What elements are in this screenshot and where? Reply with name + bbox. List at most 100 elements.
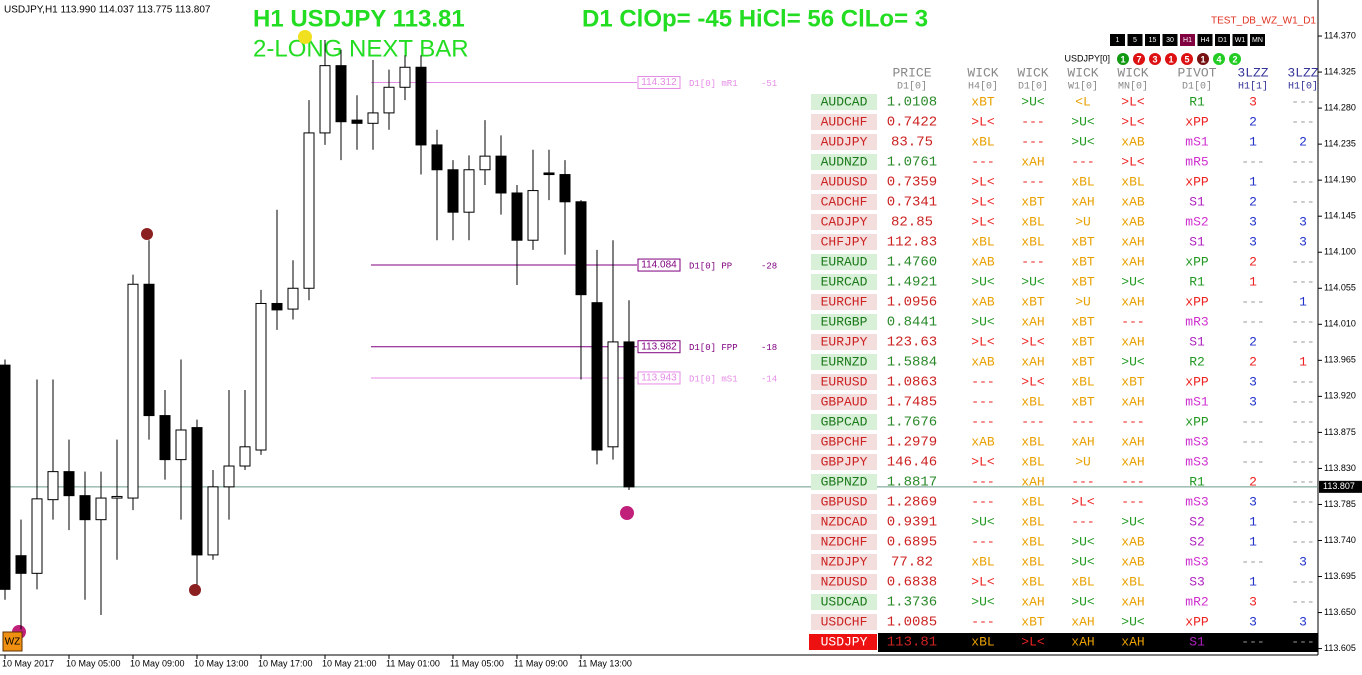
level-delta: -28 [761, 261, 777, 271]
symbol-box[interactable] [811, 274, 877, 290]
timeframe-button[interactable] [1110, 34, 1125, 46]
cell: >U [1075, 294, 1091, 309]
symbol-box[interactable] [811, 414, 877, 430]
symbol-box[interactable] [811, 234, 877, 250]
signal-marker [298, 30, 312, 44]
timeframe-label: MN [1252, 37, 1263, 44]
cell: --- [1121, 414, 1144, 429]
y-tick-label: 113.920 [1324, 391, 1356, 401]
symbol: NZDJPY [821, 554, 868, 569]
price: 123.63 [887, 335, 937, 351]
cell: xBL [1021, 454, 1044, 469]
symbol-box[interactable] [811, 474, 877, 490]
candle-body [143, 283, 155, 417]
cell: xBL [971, 554, 994, 569]
symbol-box[interactable] [811, 514, 877, 530]
symbol-box[interactable] [811, 454, 877, 470]
cell: --- [971, 394, 994, 409]
symbol: GBPCAD [821, 414, 868, 429]
symbol-box[interactable] [811, 194, 877, 210]
cell: xBT [971, 94, 995, 109]
cell: xPP [1185, 294, 1209, 309]
cell: --- [1241, 634, 1264, 649]
cell: --- [1291, 194, 1314, 209]
timeframe-button[interactable] [1250, 34, 1265, 46]
price: 1.0761 [887, 155, 937, 171]
column-subheader: H1[1] [1238, 81, 1268, 93]
column-subheader: H4[0] [968, 81, 998, 93]
symbol-box[interactable] [811, 114, 877, 130]
symbol-box[interactable] [811, 314, 877, 330]
cell: >L< [971, 174, 995, 189]
cell: mR3 [1185, 314, 1208, 329]
symbol-box[interactable] [811, 214, 877, 230]
cell: xBL [971, 234, 994, 249]
cell: >L< [1071, 494, 1095, 509]
symbol-box[interactable] [811, 94, 877, 110]
x-tick-label: 11 May 01:00 [386, 658, 440, 668]
symbol-box[interactable] [811, 154, 877, 170]
symbol-box[interactable] [811, 534, 877, 550]
column-header: 3LZZ [1287, 65, 1318, 80]
price: 1.2979 [887, 435, 937, 451]
symbol-box[interactable] [811, 374, 877, 390]
y-tick-label: 113.605 [1324, 643, 1356, 653]
level-name: D1[0] mS1 [689, 374, 738, 384]
timeframe-button[interactable] [1215, 34, 1230, 46]
cell: --- [1291, 154, 1314, 169]
symbol-box[interactable] [811, 594, 877, 610]
timeframe-button[interactable] [1145, 34, 1160, 46]
strength-value: 3 [1152, 54, 1157, 64]
cell: 3 [1249, 394, 1257, 409]
timeframe-button[interactable] [1127, 34, 1143, 46]
symbol-box[interactable] [811, 494, 877, 510]
cell: xBT [1071, 314, 1095, 329]
cell: 2 [1249, 194, 1257, 209]
cell: S2 [1189, 514, 1205, 529]
cell: 1 [1249, 574, 1257, 589]
symbol-box[interactable] [811, 434, 877, 450]
symbol-box[interactable] [811, 394, 877, 410]
strength-dot [1213, 53, 1225, 65]
symbol-box[interactable] [811, 254, 877, 270]
cell: >L< [971, 454, 995, 469]
symbol-box[interactable] [811, 354, 877, 370]
level-price: 113.982 [641, 341, 677, 352]
cell: xPP [1185, 414, 1209, 429]
cell: >U< [1121, 614, 1145, 629]
symbol-box[interactable] [811, 334, 877, 350]
strength-dot [1197, 53, 1209, 65]
x-tick-label: 10 May 2017 [2, 658, 54, 668]
symbol-box[interactable] [811, 134, 877, 150]
symbol-box[interactable] [811, 554, 877, 570]
symbol-box[interactable] [811, 614, 877, 630]
cell: --- [1241, 434, 1264, 449]
cell: xAB [1121, 214, 1145, 229]
cell: xBT [1071, 234, 1095, 249]
symbol-box[interactable] [811, 174, 877, 190]
cell: xAH [1121, 394, 1144, 409]
timeframe-button[interactable] [1197, 34, 1213, 46]
candle-body [623, 341, 635, 488]
candle-body [303, 132, 315, 289]
cell: --- [1291, 94, 1314, 109]
cell: R1 [1189, 274, 1205, 289]
symbol: EURCHF [821, 294, 868, 309]
symbol-box[interactable] [811, 294, 877, 310]
cell: >L< [1021, 634, 1045, 649]
signal-marker [620, 506, 634, 520]
timeframe-button[interactable] [1162, 34, 1178, 46]
cell: mR2 [1185, 594, 1208, 609]
cell: --- [1291, 594, 1314, 609]
price: 77.82 [891, 555, 933, 571]
symbol-box[interactable] [811, 574, 877, 590]
level-box [637, 75, 681, 89]
x-tick-label: 10 May 17:00 [258, 658, 313, 668]
timeframe-button[interactable] [1180, 34, 1195, 46]
cell: S1 [1189, 194, 1205, 209]
cell: 3 [1299, 214, 1307, 229]
symbol-box[interactable] [809, 634, 877, 650]
timeframe-button[interactable] [1232, 34, 1248, 46]
cell: >U< [1021, 94, 1045, 109]
cell: xAB [971, 254, 995, 269]
